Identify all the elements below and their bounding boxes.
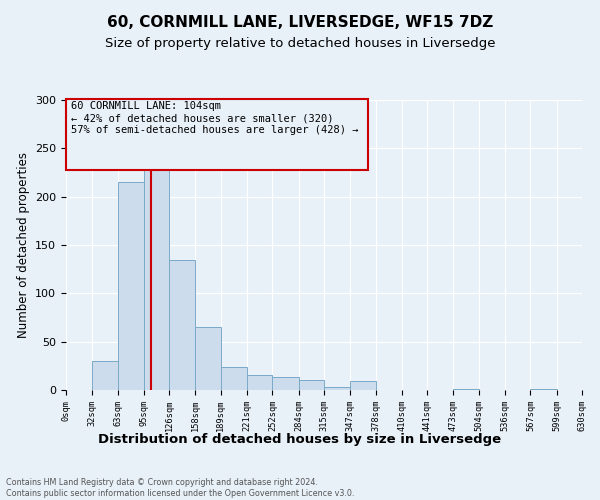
Text: 60 CORNMILL LANE: 104sqm
← 42% of detached houses are smaller (320)
57% of semi-: 60 CORNMILL LANE: 104sqm ← 42% of detach…: [71, 102, 359, 134]
Bar: [92, 361, 118, 390]
Text: Size of property relative to detached houses in Liversedge: Size of property relative to detached ho…: [105, 38, 495, 51]
Bar: [350, 382, 376, 390]
Bar: [169, 260, 196, 390]
Bar: [324, 387, 350, 390]
Bar: [118, 182, 144, 390]
Bar: [272, 378, 299, 390]
Bar: [144, 151, 169, 390]
FancyBboxPatch shape: [66, 98, 368, 170]
Y-axis label: Number of detached properties: Number of detached properties: [17, 152, 29, 338]
Text: 60, CORNMILL LANE, LIVERSEDGE, WF15 7DZ: 60, CORNMILL LANE, LIVERSEDGE, WF15 7DZ: [107, 15, 493, 30]
Text: Contains HM Land Registry data © Crown copyright and database right 2024.
Contai: Contains HM Land Registry data © Crown c…: [6, 478, 355, 498]
Bar: [221, 367, 247, 390]
Bar: [196, 327, 221, 390]
Bar: [530, 389, 557, 390]
Bar: [454, 389, 479, 390]
Bar: [247, 374, 272, 390]
Bar: [299, 380, 324, 390]
Text: Distribution of detached houses by size in Liversedge: Distribution of detached houses by size …: [98, 432, 502, 446]
